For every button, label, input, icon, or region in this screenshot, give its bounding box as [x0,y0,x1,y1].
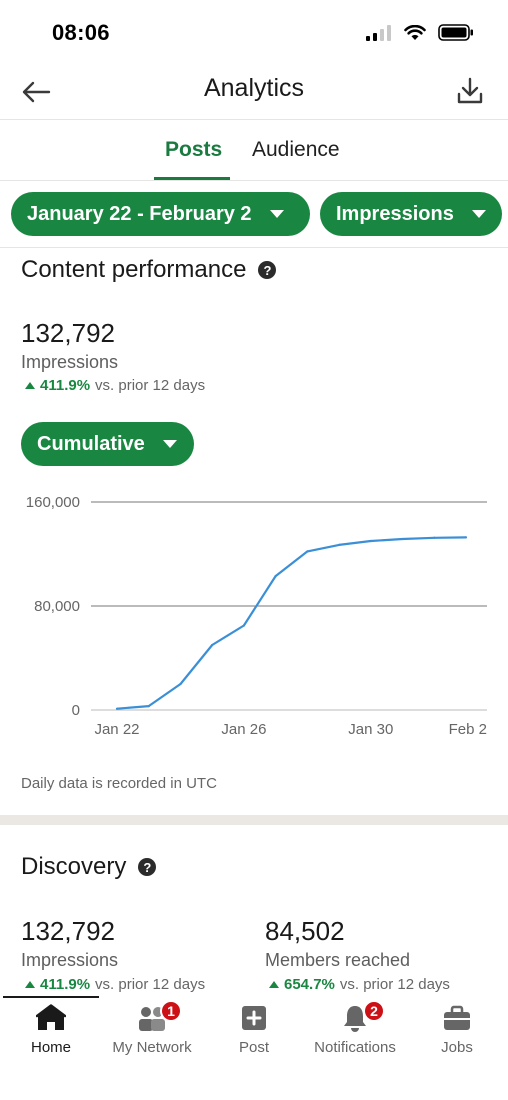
impressions-value: 132,792 [21,318,115,348]
data-point [369,539,372,543]
data-point [179,682,182,686]
change-percent: 654.7% [284,976,335,993]
content-performance-heading: Content performance ? [21,256,277,284]
cumulative-dropdown[interactable]: Cumulative [21,422,194,466]
data-point [401,537,404,541]
change-text: vs. prior 12 days [95,377,206,394]
caret-down-icon [471,210,486,218]
change-text: vs. prior 12 days [339,976,450,993]
data-point [306,550,309,553]
x-tick-label: Jan 30 [348,721,393,738]
section-title: Discovery [21,853,127,880]
status-icons [366,24,474,41]
members-reached-value: 84,502 [265,916,345,946]
nav-label: My Network [112,1039,192,1056]
active-tab-indicator [154,177,230,180]
metric-dropdown[interactable]: Impressions [320,192,502,236]
section-title: Content performance [21,256,247,283]
page-title: Analytics [203,74,305,102]
date-range-label: January 22 - February 2 [27,202,252,225]
nav-home[interactable]: Home [0,1002,106,1056]
change-text: vs. prior 12 days [95,976,206,993]
tab-audience[interactable]: Audience [252,138,340,161]
change-percent: 411.9% [40,976,91,993]
discovery-heading: Discovery ? [21,853,157,881]
data-point [464,536,468,539]
data-point [211,643,214,647]
network-icon: 1 [136,1000,182,1034]
data-point [274,575,277,578]
post-icon [238,1002,270,1034]
members-reached-label: Members reached [265,950,411,970]
x-tick-label: Jan 26 [221,721,266,738]
battery-icon [438,24,473,41]
back-button[interactable] [20,76,52,108]
nav-active-indicator [3,996,99,998]
tab-posts[interactable]: Posts [165,138,223,161]
y-tick-label: 80,000 [34,598,80,615]
x-tick-label: Feb 2 [449,721,487,738]
nav-my-network[interactable]: 1 My Network [97,1000,207,1056]
status-time: 08:06 [52,20,110,45]
nav-post[interactable]: Post [199,1002,309,1056]
up-arrow-icon [269,981,279,988]
help-icon[interactable]: ? [258,261,277,279]
status-bar: 08:06 [0,0,508,66]
up-arrow-icon [25,981,35,988]
impressions-label: Impressions [21,352,119,372]
series-line [116,536,467,710]
bell-icon: 2 [339,1000,385,1034]
notification-badge: 1 [160,1000,182,1022]
download-button[interactable] [454,74,486,108]
data-point [115,707,119,710]
nav-label: Home [30,1039,71,1056]
x-tick-label: Jan 22 [94,721,139,738]
discovery-impressions-value: 132,792 [21,916,115,946]
view-mode-label: Cumulative [37,432,145,455]
data-point [433,536,436,539]
filter-bar: January 22 - February 2 Impressions [0,181,508,248]
nav-jobs[interactable]: Jobs [402,1002,508,1056]
app-header: Analytics [0,66,508,120]
data-point [147,705,150,708]
discovery-impressions-change: 411.9% vs. prior 12 days [25,976,205,993]
impressions-line-chart: 0 80,000 160,000 Jan 22 Jan 26 Jan 30 Feb 2 [26,494,487,738]
nav-notifications[interactable]: 2 Notifications [300,1000,410,1056]
nav-label: Post [238,1039,269,1056]
utc-note: Daily data is recorded in UTC [21,775,217,792]
wifi-icon [404,24,426,40]
bottom-nav: Home 1 My Network Post [0,996,508,1100]
analytics-tabs: Posts Audience [0,120,508,181]
y-tick-label: 0 [72,702,80,719]
nav-label: Jobs [441,1039,473,1056]
nav-label: Notifications [314,1039,396,1056]
caret-down-icon [162,440,177,448]
back-arrow-icon [22,81,51,103]
metric-label: Impressions [336,202,454,225]
briefcase-icon [441,1002,473,1034]
data-point [242,624,246,627]
data-point [337,543,341,546]
change-percent: 411.9% [40,377,91,394]
y-tick-label: 160,000 [26,494,80,511]
members-reached-change: 654.7% vs. prior 12 days [269,976,450,993]
impressions-change: 411.9% vs. prior 12 days [25,377,205,394]
section-divider [0,815,508,825]
date-range-dropdown[interactable]: January 22 - February 2 [11,192,310,236]
help-icon[interactable]: ? [138,858,157,876]
signal-icon [366,24,391,41]
notification-badge: 2 [363,1000,385,1022]
up-arrow-icon [25,382,35,389]
home-icon [35,1002,67,1034]
download-icon [457,77,483,104]
caret-down-icon [269,210,284,218]
discovery-impressions-label: Impressions [21,950,119,970]
